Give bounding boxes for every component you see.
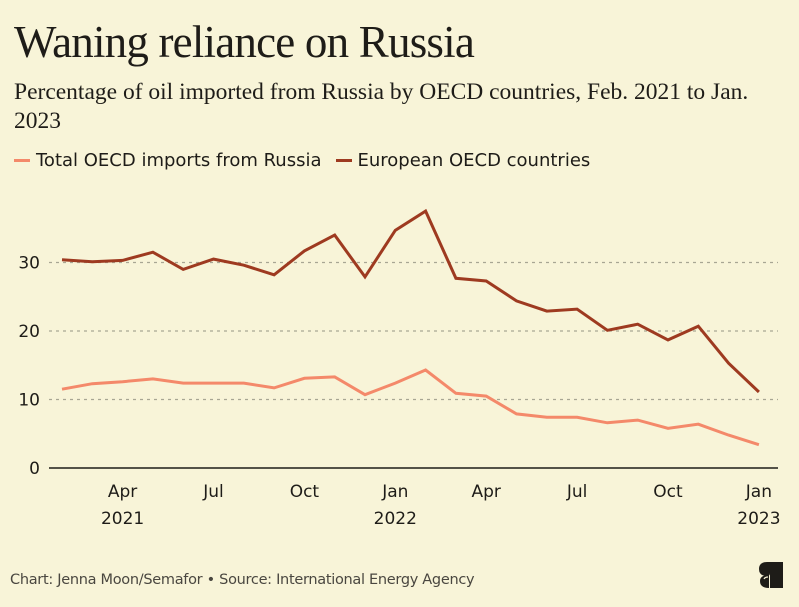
line-chart: 0 10 20 30 Apr 2021 Jul Oct Jan 2022 Apr Jul Oct Jan… [18, 208, 781, 529]
y-axis: 0 10 20 30 [18, 254, 40, 480]
legend-item-european-oecd: European OECD countries [335, 150, 591, 171]
x-tick-year-label: 2023 [737, 509, 780, 529]
series-lines [61, 208, 760, 447]
x-axis: Apr 2021 Jul Oct Jan 2022 Apr Jul Oct Jan 2023 [101, 482, 781, 529]
series-line-total-oecd [61, 368, 760, 447]
footer-credit: Chart: Jenna Moon/Semafor • Source: Inte… [10, 572, 475, 588]
legend: Total OECD imports from Russia European … [14, 150, 604, 171]
x-tick-year-label: 2021 [101, 509, 144, 529]
x-tick-label: Jan [745, 482, 772, 502]
chart-subtitle: Percentage of oil imported from Russia b… [14, 79, 749, 134]
series-line-european-oecd [61, 208, 760, 394]
x-tick-label: Apr [108, 482, 137, 502]
chart-title: Waning reliance on Russia [14, 17, 475, 67]
gridlines [49, 261, 778, 469]
legend-item-total-oecd: Total OECD imports from Russia [14, 150, 322, 171]
x-tick-label: Oct [290, 482, 320, 502]
x-tick-label: Jul [566, 482, 588, 502]
x-tick-label: Oct [653, 482, 683, 502]
x-tick-label: Jul [202, 482, 224, 502]
y-tick-label-30: 30 [18, 254, 40, 274]
legend-swatch-total-oecd [14, 159, 30, 162]
legend-swatch-european-oecd [335, 159, 352, 162]
y-tick-label-0: 0 [29, 459, 40, 479]
y-tick-label-20: 20 [18, 322, 40, 342]
legend-label-total-oecd: Total OECD imports from Russia [36, 150, 322, 171]
y-tick-label-10: 10 [18, 391, 40, 411]
x-tick-label: Apr [471, 482, 500, 502]
x-tick-label: Jan [381, 482, 408, 502]
legend-label-european-oecd: European OECD countries [357, 150, 591, 171]
x-tick-year-label: 2022 [374, 509, 417, 529]
semafor-logo-icon [759, 562, 783, 588]
